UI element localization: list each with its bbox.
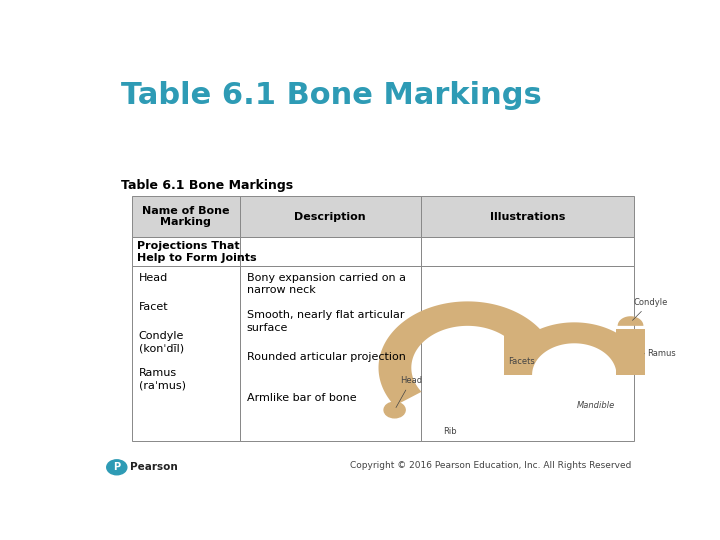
- Text: Bony expansion carried on a
narrow neck: Bony expansion carried on a narrow neck: [246, 273, 405, 295]
- Text: Armlike bar of bone: Armlike bar of bone: [246, 393, 356, 403]
- Text: Condyle
(konˈdīl): Condyle (konˈdīl): [138, 331, 184, 353]
- Bar: [240, 238, 420, 266]
- Text: P: P: [113, 462, 120, 472]
- Text: Facet: Facet: [138, 302, 168, 312]
- Bar: [132, 238, 240, 266]
- Text: Facets: Facets: [508, 356, 534, 366]
- Text: Illustrations: Illustrations: [490, 212, 565, 221]
- Bar: [616, 329, 644, 375]
- Bar: [420, 196, 634, 238]
- Text: Rounded articular projection: Rounded articular projection: [246, 352, 405, 362]
- Circle shape: [107, 460, 127, 475]
- Text: Mandible: Mandible: [577, 401, 616, 410]
- Text: Condyle: Condyle: [632, 298, 667, 320]
- Text: Rib: Rib: [443, 428, 456, 436]
- Bar: [240, 266, 420, 441]
- Text: Ramus: Ramus: [644, 349, 676, 358]
- Bar: [504, 322, 532, 375]
- Bar: [132, 266, 240, 441]
- Polygon shape: [618, 316, 644, 326]
- Text: Table 6.1 Bone Markings: Table 6.1 Bone Markings: [121, 179, 293, 192]
- Text: Smooth, nearly flat articular
surface: Smooth, nearly flat articular surface: [246, 310, 404, 333]
- Circle shape: [384, 402, 405, 418]
- Text: Head: Head: [396, 376, 423, 408]
- Text: Table 6.1 Bone Markings: Table 6.1 Bone Markings: [121, 82, 541, 111]
- Text: Projections That
Help to Form Joints: Projections That Help to Form Joints: [138, 241, 257, 262]
- Text: Head: Head: [138, 273, 168, 283]
- Polygon shape: [379, 301, 549, 406]
- Bar: [132, 196, 240, 238]
- Bar: [420, 266, 634, 441]
- Text: Description: Description: [294, 212, 366, 221]
- Text: Copyright © 2016 Pearson Education, Inc. All Rights Reserved: Copyright © 2016 Pearson Education, Inc.…: [350, 461, 631, 470]
- Text: Name of Bone
Marking: Name of Bone Marking: [142, 206, 230, 227]
- Text: Ramus
(raˈmus): Ramus (raˈmus): [138, 368, 186, 391]
- Bar: [240, 196, 420, 238]
- Text: Pearson: Pearson: [130, 462, 178, 472]
- Polygon shape: [504, 322, 644, 375]
- Bar: [420, 238, 634, 266]
